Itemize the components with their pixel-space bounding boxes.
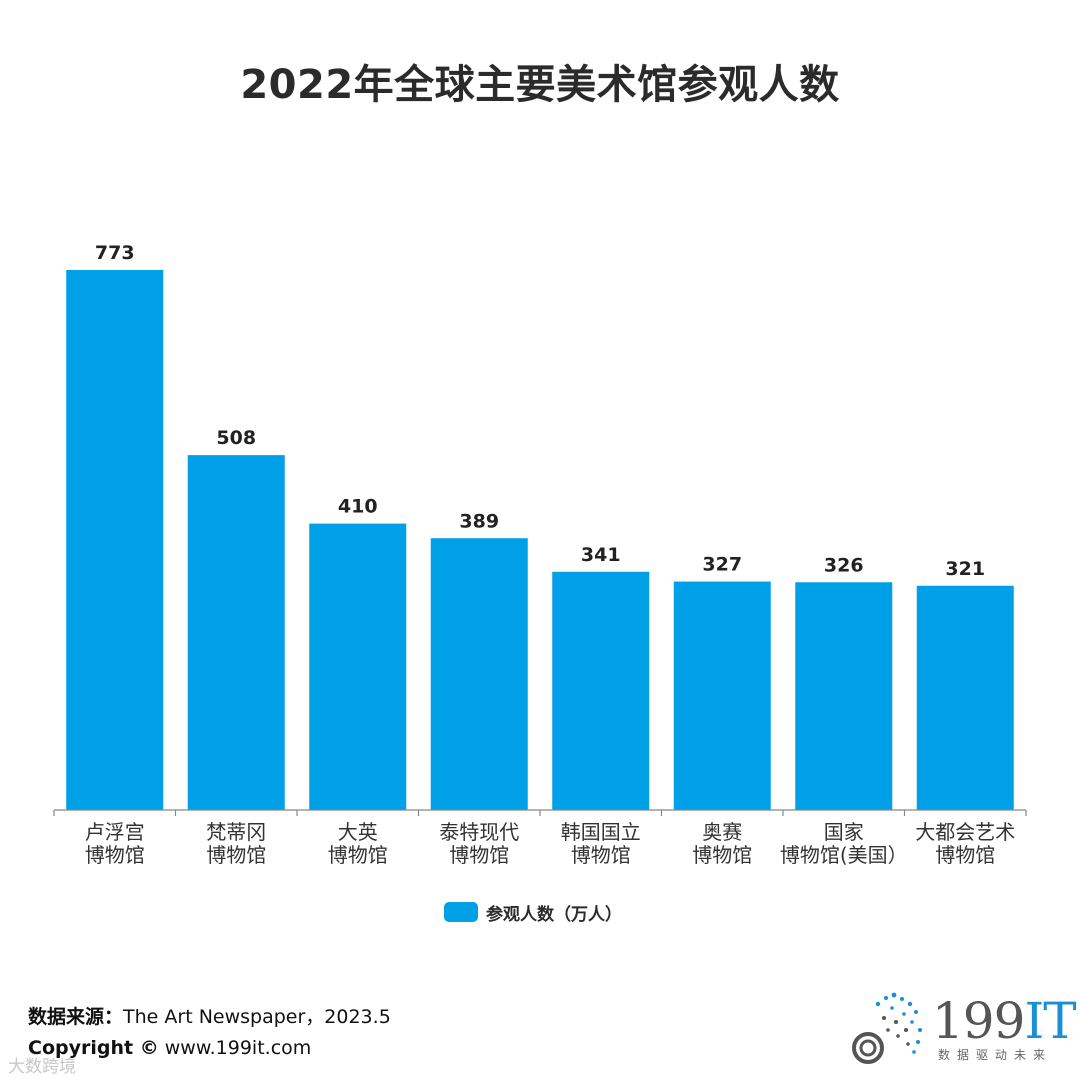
- category-label-4-1: 博物馆: [571, 843, 631, 867]
- bar-6: [795, 582, 893, 810]
- category-label-0-1: 博物馆: [85, 843, 145, 867]
- source-text: The Art Newspaper，2023.5: [123, 1006, 391, 1028]
- data-label-5: 327: [702, 554, 742, 576]
- logo-wordmark: 199IT: [932, 992, 1077, 1050]
- category-label-4-0: 韩国国立: [561, 820, 641, 844]
- bar-3: [430, 538, 528, 810]
- chart-legend: 参观人数（万人）: [444, 900, 622, 925]
- category-label-1-0: 梵蒂冈: [206, 820, 266, 844]
- category-label-7-0: 大都会艺术: [915, 820, 1015, 844]
- bar-0: [66, 270, 164, 810]
- category-label-3-1: 博物馆: [449, 843, 509, 867]
- brand-logo: 199IT 数据驱动未来: [848, 990, 1077, 1070]
- category-label-7-1: 博物馆: [935, 843, 995, 867]
- chart-title: 2022年全球主要美术馆参观人数: [240, 62, 840, 108]
- logo-tagline: 数据驱动未来: [938, 1048, 1053, 1062]
- category-label-5-1: 博物馆: [692, 843, 752, 867]
- category-label-3-0: 泰特现代: [439, 820, 519, 844]
- category-label-6-1: 博物馆(美国）: [780, 843, 908, 867]
- data-label-3: 389: [459, 510, 499, 532]
- bar-5: [673, 581, 771, 810]
- copyright-text: www.199it.com: [158, 1037, 312, 1059]
- copyright: Copyright © www.199it.com: [28, 1037, 311, 1059]
- watermark: 大数跨境: [8, 1057, 76, 1077]
- bar-7: [916, 585, 1014, 810]
- bar-4: [552, 571, 650, 810]
- category-label-2-0: 大英: [338, 820, 378, 844]
- data-label-2: 410: [338, 496, 378, 518]
- bar-2: [309, 523, 407, 810]
- category-label-2-1: 博物馆: [328, 843, 388, 867]
- data-label-4: 341: [581, 544, 621, 566]
- data-source: 数据来源：The Art Newspaper，2023.5: [28, 1002, 391, 1029]
- source-label: 数据来源：: [28, 1006, 124, 1028]
- category-label-0-0: 卢浮宫: [85, 820, 145, 844]
- category-label-5-0: 奥赛: [702, 820, 742, 844]
- bar-chart: 773卢浮宫博物馆508梵蒂冈博物馆410大英博物馆389泰特现代博物馆341韩…: [53, 242, 1027, 867]
- data-label-6: 326: [824, 554, 864, 576]
- copyright-label: Copyright ©: [28, 1037, 159, 1059]
- category-label-6-0: 国家: [824, 820, 864, 844]
- logo-main: 199: [932, 992, 1025, 1050]
- data-label-7: 321: [945, 558, 985, 580]
- data-label-1: 508: [216, 427, 256, 449]
- category-label-1-1: 博物馆: [206, 843, 266, 867]
- legend-label: 参观人数（万人）: [486, 904, 622, 925]
- bar-1: [187, 455, 285, 810]
- logo-accent: IT: [1024, 992, 1076, 1050]
- data-label-0: 773: [95, 242, 135, 264]
- logo-dots-icon: [852, 992, 922, 1064]
- legend-swatch: [444, 902, 478, 922]
